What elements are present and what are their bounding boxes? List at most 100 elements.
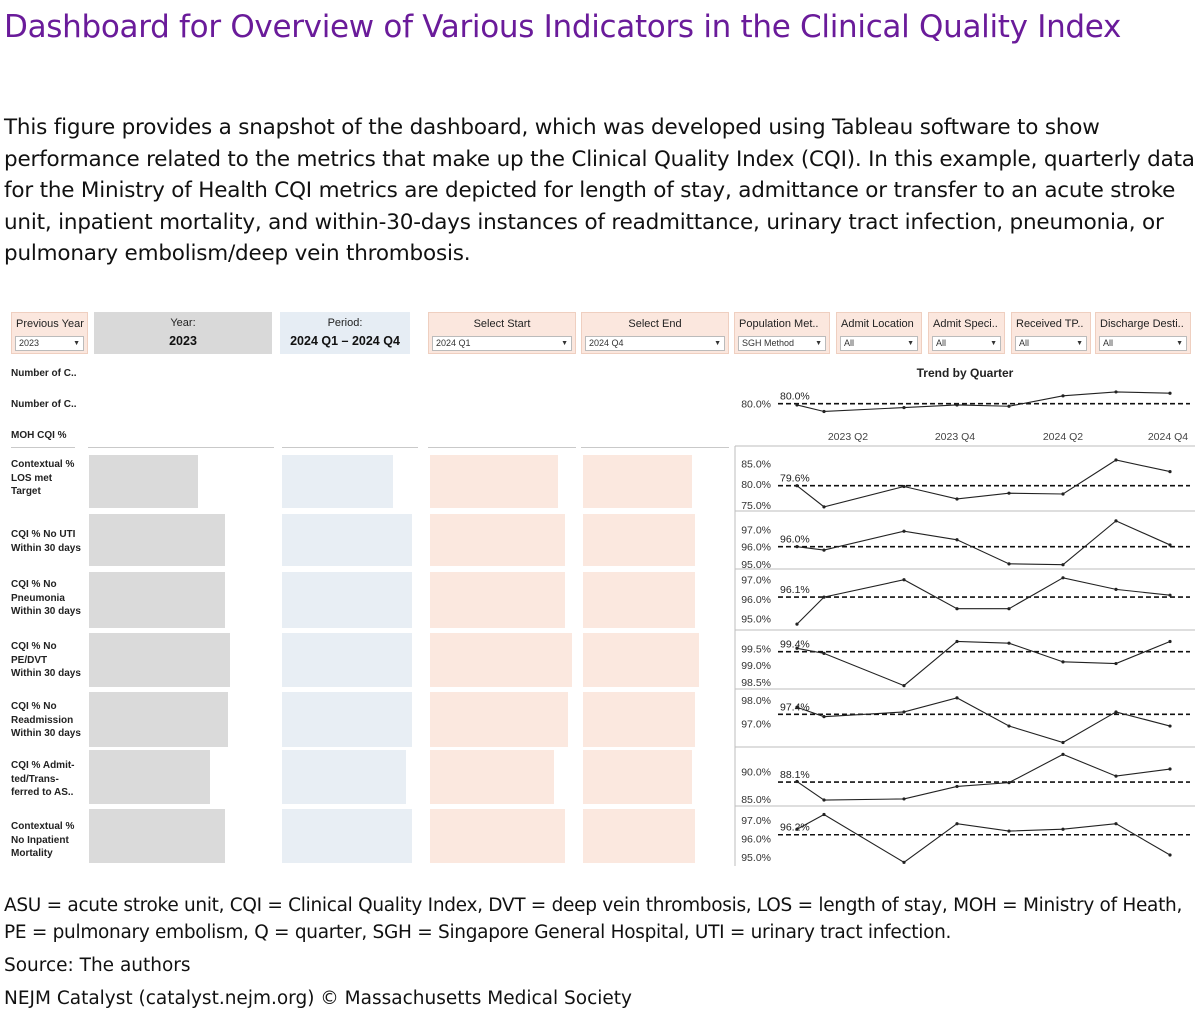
received-tpa-filter: Received TP.. All ▼ bbox=[1011, 312, 1091, 354]
chevron-down-icon: ▼ bbox=[73, 340, 80, 347]
metric-label-readmission: CQI % No Readmission Within 30 days bbox=[11, 700, 81, 741]
select-start-select[interactable]: 2024 Q1 ▼ bbox=[432, 336, 572, 351]
data-point bbox=[822, 548, 826, 552]
data-point bbox=[795, 705, 799, 709]
previous-year-label: Previous Year bbox=[16, 318, 84, 330]
year-value: 2023 bbox=[169, 334, 197, 348]
year-card: Year: 2023 bbox=[94, 312, 272, 354]
data-point bbox=[1007, 781, 1011, 785]
data-point bbox=[1168, 593, 1172, 597]
metric-label-line: Within 30 days bbox=[11, 668, 81, 679]
admit-location-select[interactable]: All ▼ bbox=[840, 336, 918, 351]
reference-label: 99.4% bbox=[780, 639, 810, 651]
series-line bbox=[796, 753, 1171, 801]
data-point bbox=[822, 798, 826, 802]
admit-specialty-select[interactable]: All ▼ bbox=[932, 336, 1001, 351]
data-point bbox=[1114, 390, 1118, 394]
data-point bbox=[955, 497, 959, 501]
discharge-destination-select[interactable]: All ▼ bbox=[1099, 336, 1187, 351]
previous-year-select[interactable]: 2023 ▼ bbox=[15, 336, 84, 351]
y-tick-label: 97.0% bbox=[741, 575, 771, 587]
data-point bbox=[795, 827, 799, 831]
metric-label-line: CQI % No bbox=[11, 701, 57, 712]
population-method-select[interactable]: SGH Method ▼ bbox=[738, 336, 826, 351]
y-tick-label: 96.0% bbox=[741, 594, 771, 606]
abbreviations-footnote: ASU = acute stroke unit, CQI = Clinical … bbox=[4, 895, 1183, 943]
y-tick-label: 85.0% bbox=[741, 458, 771, 470]
y-tick-label: 97.0% bbox=[741, 719, 771, 731]
metric-label-line: LOS met bbox=[11, 472, 53, 484]
metric-label-pedvt: CQI % No PE/DVT Within 30 days bbox=[11, 640, 81, 681]
data-point bbox=[902, 797, 906, 801]
data-point bbox=[1061, 660, 1065, 664]
figure-description: This figure provides a snapshot of the d… bbox=[4, 115, 1195, 266]
y-tick-label: 98.5% bbox=[741, 677, 771, 689]
bar-year bbox=[282, 750, 406, 804]
data-point bbox=[795, 484, 799, 488]
bar-end bbox=[583, 572, 695, 628]
row-divider bbox=[428, 447, 576, 448]
data-point bbox=[822, 651, 826, 655]
y-tick-label: 90.0% bbox=[741, 767, 771, 779]
bar-previous-year bbox=[89, 809, 225, 863]
y-tick-label: 97.0% bbox=[741, 524, 771, 536]
data-point bbox=[822, 505, 826, 509]
data-point bbox=[1007, 724, 1011, 728]
data-point bbox=[955, 696, 959, 700]
period-card: Period: 2024 Q1 – 2024 Q4 bbox=[280, 312, 410, 354]
series-line bbox=[796, 459, 1171, 508]
data-point bbox=[1114, 519, 1118, 523]
data-point bbox=[1114, 587, 1118, 591]
data-point bbox=[795, 622, 799, 626]
bar-previous-year bbox=[89, 455, 199, 508]
data-point bbox=[1168, 639, 1172, 644]
metric-label-line: CQI % No bbox=[11, 641, 57, 652]
data-point bbox=[1061, 563, 1065, 567]
previous-year-filter: Previous Year 2023 ▼ bbox=[11, 312, 88, 354]
data-point bbox=[1061, 492, 1065, 496]
bar-start bbox=[430, 692, 568, 747]
discharge-destination-value: All bbox=[1103, 338, 1114, 348]
data-point bbox=[1114, 710, 1118, 714]
data-point bbox=[902, 405, 906, 410]
y-tick-label: 95.0% bbox=[741, 559, 771, 571]
row-divider bbox=[11, 447, 75, 448]
summary-label-moh-cqi: MOH CQI % bbox=[11, 430, 67, 441]
data-point bbox=[1168, 391, 1172, 395]
metric-label-line: PE/DVT bbox=[11, 654, 48, 666]
x-tick-label: 2023 Q4 bbox=[935, 431, 975, 443]
bar-previous-year bbox=[89, 572, 225, 628]
chevron-down-icon: ▼ bbox=[1176, 340, 1183, 347]
row-divider bbox=[581, 447, 729, 448]
period-value: 2024 Q1 – 2024 Q4 bbox=[290, 334, 400, 348]
metric-label-los: Contextual % LOS met Target bbox=[11, 458, 74, 499]
received-tpa-select[interactable]: All ▼ bbox=[1015, 336, 1087, 351]
bar-start bbox=[430, 750, 554, 804]
bar-year bbox=[282, 633, 412, 687]
data-point bbox=[822, 595, 826, 599]
select-end-select[interactable]: 2024 Q4 ▼ bbox=[585, 336, 725, 351]
data-point bbox=[1168, 469, 1172, 474]
summary-label-num-cases-2: Number of C.. bbox=[11, 399, 77, 410]
data-point bbox=[822, 715, 826, 719]
data-point bbox=[955, 822, 959, 826]
x-tick-label: 2023 Q2 bbox=[828, 431, 868, 443]
data-point bbox=[1061, 576, 1065, 580]
page-title: Dashboard for Overview of Various Indica… bbox=[4, 9, 1122, 45]
data-point bbox=[1168, 543, 1172, 547]
admit-location-label: Admit Location bbox=[841, 318, 914, 330]
data-point bbox=[1114, 774, 1118, 778]
data-point bbox=[822, 812, 826, 817]
data-point bbox=[902, 484, 906, 489]
series-line bbox=[796, 520, 1171, 566]
y-tick-label: 96.0% bbox=[741, 542, 771, 554]
received-tpa-value: All bbox=[1019, 338, 1030, 348]
data-point bbox=[955, 607, 959, 611]
chevron-down-icon: ▼ bbox=[907, 340, 914, 347]
bar-end bbox=[583, 633, 699, 687]
reference-label: 97.4% bbox=[780, 701, 810, 713]
row-divider bbox=[88, 447, 274, 448]
bar-end bbox=[583, 455, 693, 508]
bar-year bbox=[282, 572, 412, 628]
chevron-down-icon: ▼ bbox=[1076, 340, 1083, 347]
